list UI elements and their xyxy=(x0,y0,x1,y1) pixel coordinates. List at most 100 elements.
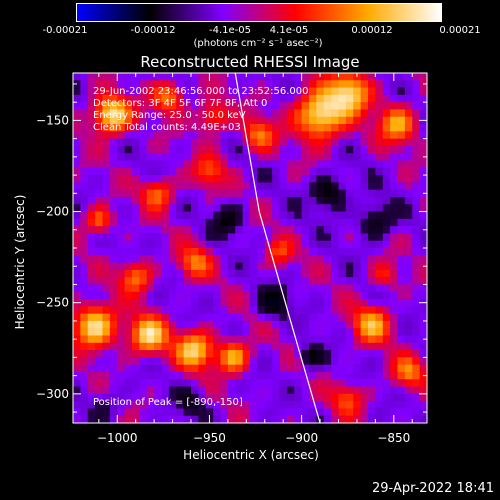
heatmap-cell xyxy=(132,299,140,307)
heatmap-cell xyxy=(412,408,421,417)
heatmap-cell xyxy=(146,189,155,198)
heatmap-cell xyxy=(161,277,170,285)
heatmap-cell xyxy=(191,357,199,366)
heatmap-cell xyxy=(124,189,133,198)
heatmap-cell xyxy=(331,357,339,366)
heatmap-cell xyxy=(294,386,303,395)
heatmap-cell xyxy=(345,401,354,409)
heatmap-cell xyxy=(132,269,140,278)
heatmap-cell xyxy=(80,153,89,161)
heatmap-cell xyxy=(375,262,384,271)
heatmap-cell xyxy=(205,196,214,205)
heatmap-cell xyxy=(309,262,317,271)
heatmap-cell xyxy=(73,248,81,256)
heatmap-cell xyxy=(198,386,207,395)
heatmap-cell xyxy=(139,291,148,300)
heatmap-cell xyxy=(368,204,376,212)
heatmap-cell xyxy=(117,160,126,169)
heatmap-cell xyxy=(360,415,369,424)
heatmap-cell xyxy=(345,364,354,373)
heatmap-cell xyxy=(412,94,421,103)
heatmap-cell xyxy=(257,379,266,387)
heatmap-cell xyxy=(146,284,155,293)
heatmap-cell xyxy=(87,357,96,366)
heatmap-cell xyxy=(117,226,126,234)
heatmap-cell xyxy=(368,182,376,191)
heatmap-cell xyxy=(198,226,207,234)
heatmap-cell xyxy=(87,233,96,242)
heatmap-cell xyxy=(279,131,288,140)
heatmap-cell xyxy=(397,291,406,300)
heatmap-cell xyxy=(368,306,376,315)
heatmap-cell xyxy=(176,73,185,81)
heatmap-cell xyxy=(412,73,421,81)
heatmap-cell xyxy=(235,320,244,329)
heatmap-cell xyxy=(183,211,192,220)
heatmap-cell xyxy=(250,218,258,227)
heatmap-cell xyxy=(80,233,89,242)
heatmap-cell xyxy=(294,189,303,198)
heatmap-cell xyxy=(338,167,347,176)
heatmap-cell xyxy=(419,415,428,424)
heatmap-cell xyxy=(242,401,251,409)
heatmap-cell xyxy=(117,175,126,183)
heatmap-cell xyxy=(360,284,369,293)
heatmap-cell xyxy=(102,320,111,329)
heatmap-cell xyxy=(117,386,126,395)
heatmap-cell xyxy=(316,102,325,110)
heatmap-cell xyxy=(132,408,140,417)
heatmap-cell xyxy=(404,189,413,198)
heatmap-cell xyxy=(272,350,280,358)
heatmap-cell xyxy=(102,182,111,191)
heatmap-cell xyxy=(132,262,140,271)
heatmap-cell xyxy=(404,167,413,176)
heatmap-cell xyxy=(331,218,339,227)
heatmap-cell xyxy=(235,335,244,344)
heatmap-cell xyxy=(353,277,362,285)
overlay-detectors: Detectors: 3F 4F 5F 6F 7F 8F, Att 0 xyxy=(93,98,268,109)
heatmap-cell xyxy=(80,371,89,380)
heatmap-cell xyxy=(191,145,199,154)
heatmap-cell xyxy=(331,401,339,409)
heatmap-cell xyxy=(205,284,214,293)
heatmap-cell xyxy=(353,175,362,183)
heatmap-cell xyxy=(161,73,170,81)
heatmap-cell xyxy=(390,277,398,285)
heatmap-cell xyxy=(183,73,192,81)
heatmap-cell xyxy=(87,167,96,176)
heatmap-cell xyxy=(242,255,251,263)
heatmap-cell xyxy=(345,160,354,169)
heatmap-cell xyxy=(353,284,362,293)
heatmap-cell xyxy=(368,262,376,271)
heatmap-cell xyxy=(257,204,266,212)
heatmap-cell xyxy=(235,277,244,285)
heatmap-cell xyxy=(80,393,89,402)
heatmap-cell xyxy=(419,408,428,417)
heatmap-cell xyxy=(309,160,317,169)
heatmap-cell xyxy=(73,393,81,402)
heatmap-cell xyxy=(368,94,376,103)
heatmap-cell xyxy=(117,364,126,373)
heatmap-cell xyxy=(397,350,406,358)
heatmap-cell xyxy=(250,116,258,125)
heatmap-cell xyxy=(87,160,96,169)
heatmap-cell xyxy=(124,153,133,161)
heatmap-cell xyxy=(176,379,185,387)
heatmap-cell xyxy=(220,211,229,220)
heatmap-cell xyxy=(109,364,118,373)
heatmap-cell xyxy=(73,284,81,293)
heatmap-cell xyxy=(419,328,428,336)
heatmap-cell xyxy=(272,73,280,81)
heatmap-cell xyxy=(404,306,413,315)
heatmap-cell xyxy=(95,218,103,227)
heatmap-cell xyxy=(404,357,413,366)
heatmap-cell xyxy=(419,240,428,249)
heatmap-cell xyxy=(198,196,207,205)
heatmap-cell xyxy=(331,269,339,278)
heatmap-cell xyxy=(331,277,339,285)
heatmap-cell xyxy=(124,415,133,424)
heatmap-cell xyxy=(338,80,347,88)
heatmap-cell xyxy=(397,226,406,234)
heatmap-cell xyxy=(168,73,177,81)
